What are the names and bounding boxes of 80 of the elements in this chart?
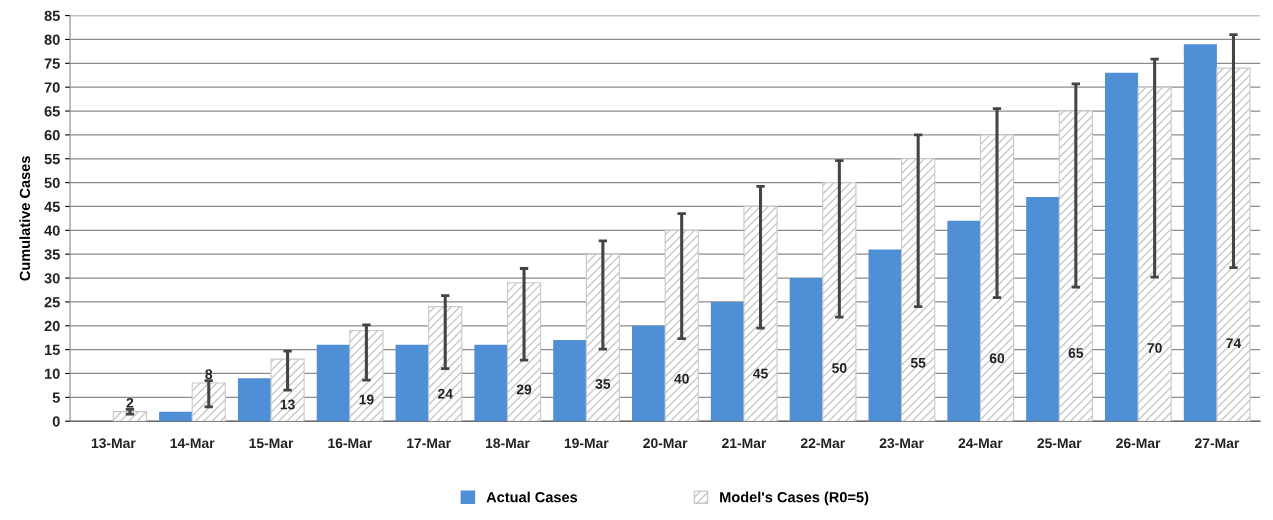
bar bbox=[789, 278, 823, 422]
x-tick-label: 27-Mar bbox=[1195, 438, 1240, 449]
bar bbox=[191, 382, 226, 422]
bar bbox=[1183, 44, 1217, 422]
bar bbox=[1137, 86, 1172, 422]
x-tick-label: 23-Mar bbox=[879, 438, 924, 449]
y-tick-label: 50 bbox=[44, 177, 60, 189]
bar bbox=[664, 229, 699, 422]
bar bbox=[553, 340, 587, 422]
data-label: 55 bbox=[910, 357, 926, 368]
y-tick-label: 5 bbox=[52, 392, 60, 403]
y-tick-label: 75 bbox=[44, 58, 60, 69]
bar bbox=[1104, 72, 1139, 422]
bar bbox=[1058, 110, 1093, 422]
bar bbox=[270, 358, 305, 422]
bar bbox=[159, 411, 193, 422]
y-tick-label: 85 bbox=[44, 10, 60, 22]
bar bbox=[743, 205, 778, 422]
x-tick-label: 17-Mar bbox=[407, 438, 451, 449]
x-tick-label: 26-Mar bbox=[1116, 438, 1161, 449]
y-tick-label: 30 bbox=[44, 273, 60, 284]
y-tick-label: 10 bbox=[44, 368, 60, 379]
x-tick-label: 25-Mar bbox=[1037, 438, 1082, 449]
x-tick-label: 22-Mar bbox=[800, 438, 845, 449]
y-tick-label: 65 bbox=[44, 106, 60, 117]
x-tick-label: 18-Mar bbox=[485, 438, 530, 449]
x-tick-label: 16-Mar bbox=[328, 438, 373, 449]
y-tick-label: 15 bbox=[44, 344, 60, 356]
bar bbox=[901, 158, 936, 422]
bar bbox=[395, 344, 429, 422]
y-tick-label: 55 bbox=[44, 154, 60, 165]
bar bbox=[947, 220, 981, 422]
data-label: 65 bbox=[1068, 348, 1084, 358]
bar bbox=[428, 306, 463, 422]
bar bbox=[710, 301, 744, 422]
data-label: 19 bbox=[359, 394, 374, 405]
x-tick-label: 24-Mar bbox=[958, 438, 1003, 449]
data-label: 45 bbox=[753, 368, 768, 379]
data-label: 24 bbox=[437, 388, 453, 399]
legend-label: Actual Cases bbox=[486, 491, 578, 503]
data-label: 74 bbox=[1226, 338, 1242, 348]
x-tick-label: 19-Mar bbox=[564, 438, 609, 449]
y-tick-label: 35 bbox=[44, 249, 60, 260]
data-label: 50 bbox=[832, 363, 847, 373]
bar bbox=[237, 378, 272, 422]
data-label: 13 bbox=[280, 399, 295, 410]
bar bbox=[1026, 196, 1060, 422]
data-label: 29 bbox=[516, 384, 532, 395]
y-tick-label: 40 bbox=[44, 225, 60, 236]
data-label: 35 bbox=[595, 379, 611, 389]
y-tick-label: 25 bbox=[44, 297, 60, 308]
bar bbox=[1216, 67, 1251, 422]
x-tick-label: 15-Mar bbox=[249, 438, 294, 449]
bar bbox=[979, 134, 1015, 422]
bar bbox=[474, 344, 508, 422]
y-tick-label: 60 bbox=[44, 130, 60, 141]
bar bbox=[349, 329, 384, 422]
data-label: 8 bbox=[205, 369, 213, 380]
y-tick-label: 20 bbox=[44, 320, 60, 332]
data-label: 60 bbox=[989, 353, 1005, 364]
bar bbox=[316, 344, 350, 422]
y-tick-label: 0 bbox=[52, 416, 60, 427]
x-tick-label: 14-Mar bbox=[170, 438, 215, 449]
data-label: 2 bbox=[126, 397, 134, 408]
x-tick-label: 21-Mar bbox=[722, 438, 767, 449]
bar bbox=[585, 253, 620, 422]
bar bbox=[632, 325, 666, 422]
y-tick-label: 70 bbox=[44, 82, 60, 93]
bar bbox=[822, 182, 857, 422]
legend-label: Model's Cases (R0=5) bbox=[720, 491, 869, 506]
bar bbox=[868, 249, 902, 422]
bar bbox=[506, 282, 542, 422]
y-tick-label: 45 bbox=[44, 201, 60, 212]
data-label: 70 bbox=[1147, 343, 1162, 353]
data-label: 40 bbox=[674, 373, 689, 384]
x-tick-label: 20-Mar bbox=[643, 438, 688, 449]
y-tick-label: 80 bbox=[44, 34, 60, 45]
y-axis-title: Cumulative Cases bbox=[19, 156, 31, 281]
x-tick-label: 13-Mar bbox=[91, 438, 136, 449]
bar bbox=[112, 411, 148, 422]
